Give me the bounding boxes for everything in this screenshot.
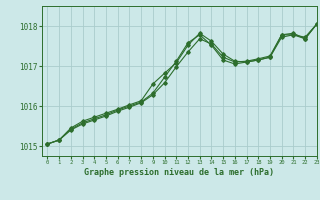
X-axis label: Graphe pression niveau de la mer (hPa): Graphe pression niveau de la mer (hPa): [84, 168, 274, 177]
